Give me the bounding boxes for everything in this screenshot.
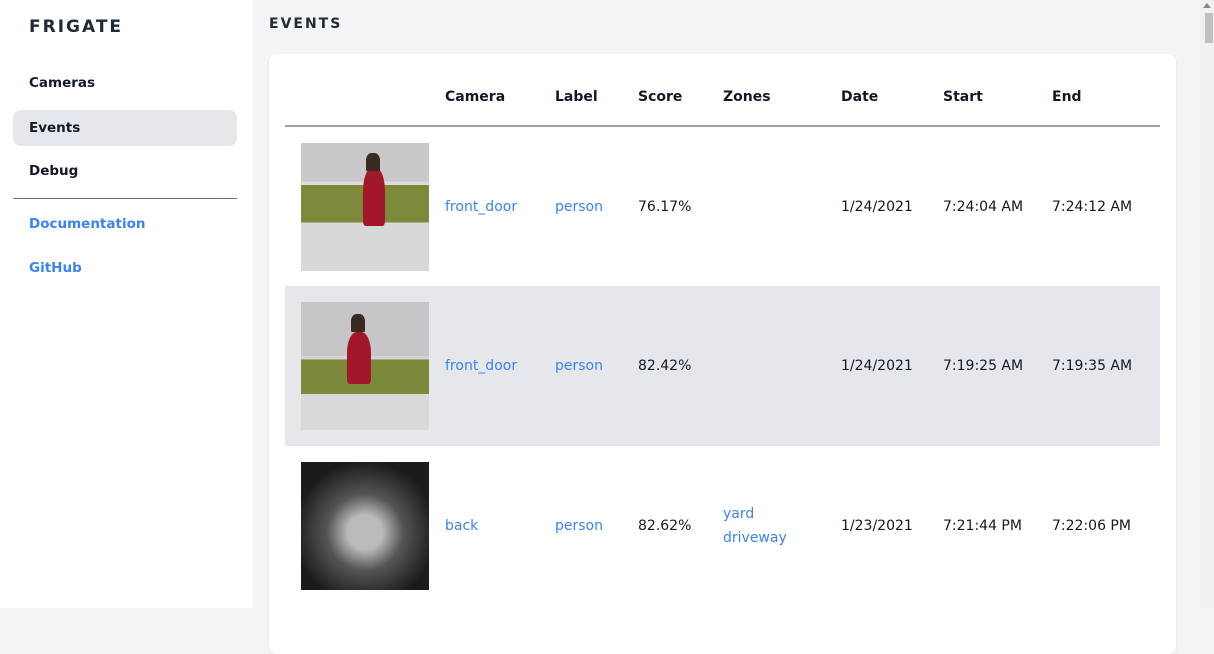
event-thumbnail[interactable] xyxy=(301,302,429,430)
header-date: Date xyxy=(841,68,943,127)
brand-logo[interactable]: FRIGATE xyxy=(29,17,124,37)
event-thumbnail[interactable] xyxy=(301,462,429,590)
label-link[interactable]: person xyxy=(555,198,603,215)
page-title: EVENTS xyxy=(269,16,343,32)
table-row[interactable]: back person 82.62% yard driveway 1/23/202… xyxy=(285,446,1160,606)
link-documentation[interactable]: Documentation xyxy=(29,216,146,232)
scroll-up-arrow-icon[interactable] xyxy=(1203,3,1211,8)
link-github[interactable]: GitHub xyxy=(29,260,82,276)
camera-link[interactable]: front_door xyxy=(445,198,518,215)
date: 1/24/2021 xyxy=(841,286,943,446)
date: 1/23/2021 xyxy=(841,518,913,534)
event-thumbnail[interactable] xyxy=(301,142,429,271)
header-label: Label xyxy=(555,68,638,127)
end-time: 7:22:06 PM xyxy=(1052,518,1131,534)
camera-link[interactable]: back xyxy=(445,518,479,534)
sidebar: FRIGATE Cameras Events Debug Documentati… xyxy=(0,0,253,608)
score: 82.42% xyxy=(638,286,723,446)
sidebar-item-debug[interactable]: Debug xyxy=(29,163,79,179)
label-link[interactable]: person xyxy=(555,358,603,374)
camera-link[interactable]: front_door xyxy=(445,358,518,374)
start-time: 7:24:04 AM xyxy=(943,198,1024,215)
end-time: 7:24:12 AM xyxy=(1052,198,1133,215)
date: 1/24/2021 xyxy=(841,198,913,215)
sidebar-divider xyxy=(13,198,237,199)
table-row[interactable]: front_door person 82.42% 1/24/2021 7:19:… xyxy=(285,286,1160,446)
zone-link[interactable]: driveway xyxy=(723,530,787,546)
score: 76.17% xyxy=(638,198,692,215)
score: 82.62% xyxy=(638,518,692,534)
sidebar-item-cameras[interactable]: Cameras xyxy=(29,75,96,91)
header-end: End xyxy=(1052,68,1160,127)
events-table: Camera Label Score Zones Date Start End … xyxy=(285,68,1160,606)
header-camera: Camera xyxy=(445,68,555,127)
zone-link[interactable]: yard xyxy=(723,506,755,522)
scrollbar[interactable] xyxy=(1200,0,1214,608)
start-time: 7:21:44 PM xyxy=(943,518,1022,534)
sidebar-item-events[interactable]: Events xyxy=(13,110,237,146)
label-link[interactable]: person xyxy=(555,518,603,534)
events-card: Camera Label Score Zones Date Start End … xyxy=(269,54,1176,654)
header-thumbnail xyxy=(285,68,445,127)
table-row[interactable]: front_door person 76.17% 1/24/2021 7:24:… xyxy=(285,126,1160,286)
header-zones: Zones xyxy=(723,68,841,127)
scrollbar-thumb[interactable] xyxy=(1205,13,1213,43)
start-time: 7:19:25 AM xyxy=(943,286,1052,446)
header-score: Score xyxy=(638,68,723,127)
header-start: Start xyxy=(943,68,1052,127)
end-time: 7:19:35 AM xyxy=(1052,286,1160,446)
